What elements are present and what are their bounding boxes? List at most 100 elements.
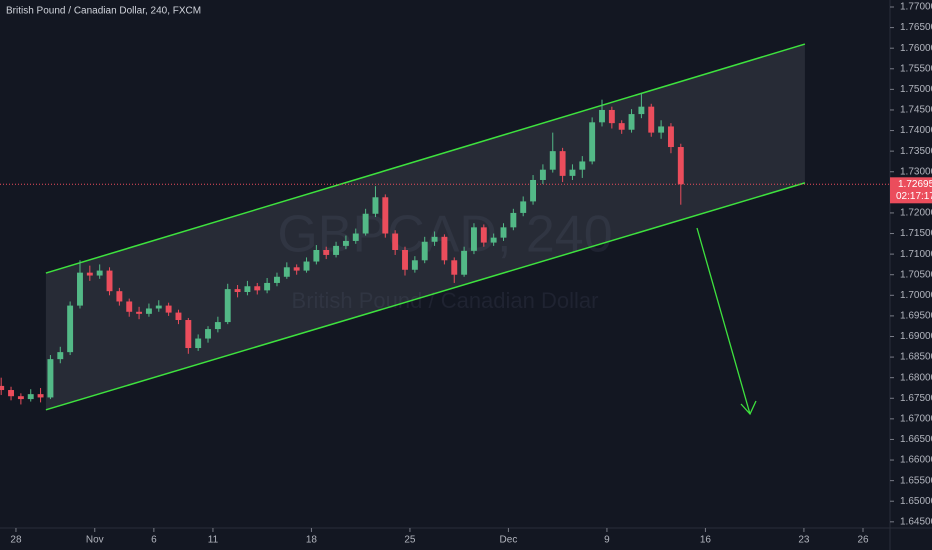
candle-body [520,201,527,213]
watermark-subtitle: British Pound / Canadian Dollar [292,288,599,313]
candle-body [155,305,162,309]
candle-body [205,329,211,339]
candle-body [77,272,83,306]
countdown-label: 02:17:17 [896,191,932,202]
candle-body [392,233,399,250]
arrow [696,227,757,416]
candle-body [185,320,192,349]
y-tick-label: 1.75500 [900,63,932,74]
x-tick-label: 9 [604,535,610,546]
candle-body [362,213,369,234]
x-tick-label: 26 [857,535,869,546]
candle-body [667,126,674,148]
candle-body [471,227,477,251]
y-tick-label: 1.68000 [900,372,932,383]
candle-body [441,236,448,261]
candle-body [303,261,310,271]
axes: 1.64500 1.65000 1.65500 1.66000 1.66500 1.670… [10,2,932,546]
candle-body [116,291,123,302]
candle-body [618,123,625,130]
candle-body [411,260,418,270]
y-tick-label: 1.65000 [900,496,932,507]
candle-body [431,236,438,242]
x-tick-label: Dec [500,535,518,546]
candle-body [461,250,468,275]
y-tick-label: 1.66000 [900,455,932,466]
candle-body [37,394,44,398]
candle-body [175,312,182,321]
candle-body [480,227,487,243]
candle-body [27,394,34,400]
candle-body [382,197,389,234]
y-tick-label: 1.71500 [900,228,932,239]
candle-body [648,106,655,133]
y-tick-label: 1.70500 [900,269,932,280]
candle-body [352,233,359,241]
candle-body [264,282,271,291]
candle-body [86,272,93,276]
candle-body [628,114,635,130]
candle-body [589,122,596,162]
y-tick-label: 1.74000 [900,125,932,136]
y-tick-label: 1.71000 [900,249,932,260]
candle-body [372,197,379,214]
y-tick-label: 1.72000 [900,208,932,219]
candle-body [510,212,517,228]
candle-body [224,289,231,323]
candle-body [234,289,241,293]
channel-upper [45,43,806,274]
candle-body [342,240,349,246]
chart-title: British Pound / Canadian Dollar, 240, FX… [6,6,201,17]
y-tick-label: 1.70000 [900,290,932,301]
candle-body [0,385,5,391]
y-tick-label: 1.67500 [900,393,932,404]
last-price-label: 1.72695 [898,179,932,190]
y-tick-label: 1.67000 [900,413,932,424]
candle-body [126,301,133,312]
candle-body [677,147,684,185]
arrow-shaft [696,227,751,415]
candle-body [67,305,74,353]
candle-body [569,169,576,176]
y-tick-label: 1.74500 [900,105,932,116]
y-tick-label: 1.77000 [900,2,932,13]
y-tick-label: 1.66500 [900,434,932,445]
candle-body [638,106,645,115]
x-tick-label: 23 [798,535,810,546]
candle-body [313,249,320,262]
y-tick-label: 1.73000 [900,166,932,177]
candle-body [323,249,330,255]
candle-body [96,270,103,276]
x-tick-label: 25 [404,535,416,546]
candle-body [293,267,300,271]
candle-body [451,260,458,275]
y-tick-label: 1.75000 [900,84,932,95]
plot-area [0,43,890,411]
candle-body [47,359,54,398]
candle-body [165,305,172,313]
candle-body [8,390,14,397]
candle-body [599,109,605,123]
candle-body [549,151,556,170]
candle-body [274,276,280,283]
candle-body [500,227,507,238]
candle-body [283,267,290,277]
x-tick-label: 28 [10,535,22,546]
candle-body [402,249,408,270]
x-tick-label: Nov [86,535,104,546]
y-tick-label: 1.68500 [900,352,932,363]
channel-fill [45,44,805,410]
x-tick-label: 18 [306,535,318,546]
candle-body [17,396,24,400]
channel-lower [45,182,806,411]
candle-body [333,245,340,255]
y-tick-label: 1.64500 [900,516,932,527]
candle-body [214,322,221,330]
candle-body [254,286,261,291]
y-tick-label: 1.76000 [900,43,932,54]
candle-body [106,270,113,292]
candle-body [530,179,537,202]
